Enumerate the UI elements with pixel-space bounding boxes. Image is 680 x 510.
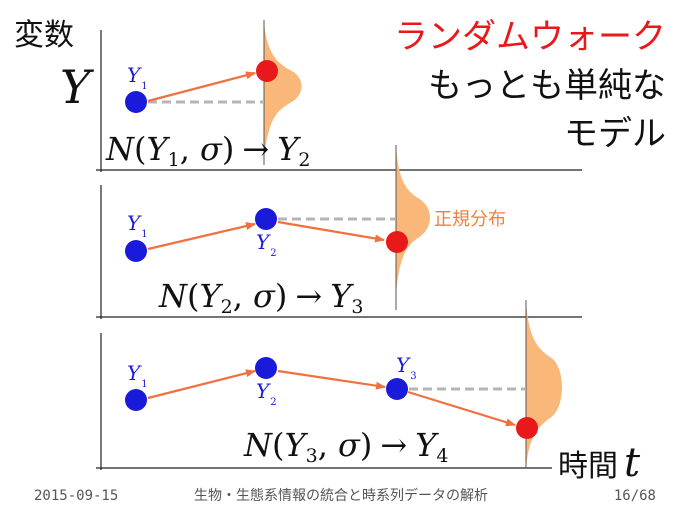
panel-3-label-y1: Y1 <box>127 361 148 390</box>
panel-2: Y1 Y2 正規分布 N(Y2, σ) → Y3 <box>96 145 582 319</box>
panel-3: Y1 Y2 Y3 N(Y3, σ) → Y4 <box>96 300 562 470</box>
panel-2-point-y1 <box>125 240 147 262</box>
panel-2-point-y3-predicted <box>386 231 408 253</box>
variable-label: 変数 <box>14 18 74 53</box>
panel-1-label-y1: Y1 <box>127 63 148 92</box>
panel-3-point-y4-predicted <box>516 417 538 439</box>
panel-2-distribution <box>396 145 430 295</box>
panel-3-point-y2 <box>255 357 277 379</box>
panel-1-distribution <box>264 20 302 160</box>
subtitle-model: モデル <box>564 114 666 154</box>
panel-1-point-y2-predicted <box>256 60 278 82</box>
footer-page-number: 16/68 <box>614 488 656 504</box>
panel-2-label-y1: Y1 <box>127 211 148 240</box>
variable-symbol: Y <box>60 60 95 114</box>
panel-1-point-y1 <box>125 91 147 113</box>
panel-2-label-y2: Y2 <box>256 230 277 259</box>
panel-3-point-y3 <box>386 378 408 400</box>
panel-2-formula: N(Y2, σ) → Y3 <box>158 277 363 318</box>
title-random-walk: ランダムウォーク <box>394 17 666 57</box>
panel-3-label-y3: Y3 <box>396 353 417 382</box>
panel-2-step-arrow-2 <box>277 220 385 243</box>
footer-title: 生物・生態系情報の統合と時系列データの解析 <box>194 487 488 504</box>
footer-date: 2015-09-15 <box>34 488 118 504</box>
panel-3-point-y1 <box>125 389 147 411</box>
panel-2-step-arrow-1 <box>147 222 256 251</box>
panel-2-point-y2 <box>255 208 277 230</box>
panel-1-formula: N(Y1, σ) → Y2 <box>105 130 310 171</box>
panel-1: Y1 N(Y1, σ) → Y2 <box>96 20 582 172</box>
time-axis-label: 時間 t <box>558 440 641 486</box>
panel-1-step-arrow <box>147 71 256 103</box>
panel-3-step-arrow-3 <box>407 390 516 427</box>
normal-distribution-label: 正規分布 <box>434 209 506 230</box>
subtitle-simplest: もっとも単純な <box>428 66 666 106</box>
panel-3-step-arrow-2 <box>277 369 386 390</box>
panel-3-label-y2: Y2 <box>256 379 277 408</box>
panel-3-distribution <box>526 300 562 470</box>
panel-3-formula: N(Y3, σ) → Y4 <box>243 426 448 467</box>
panel-3-step-arrow-1 <box>147 369 256 400</box>
